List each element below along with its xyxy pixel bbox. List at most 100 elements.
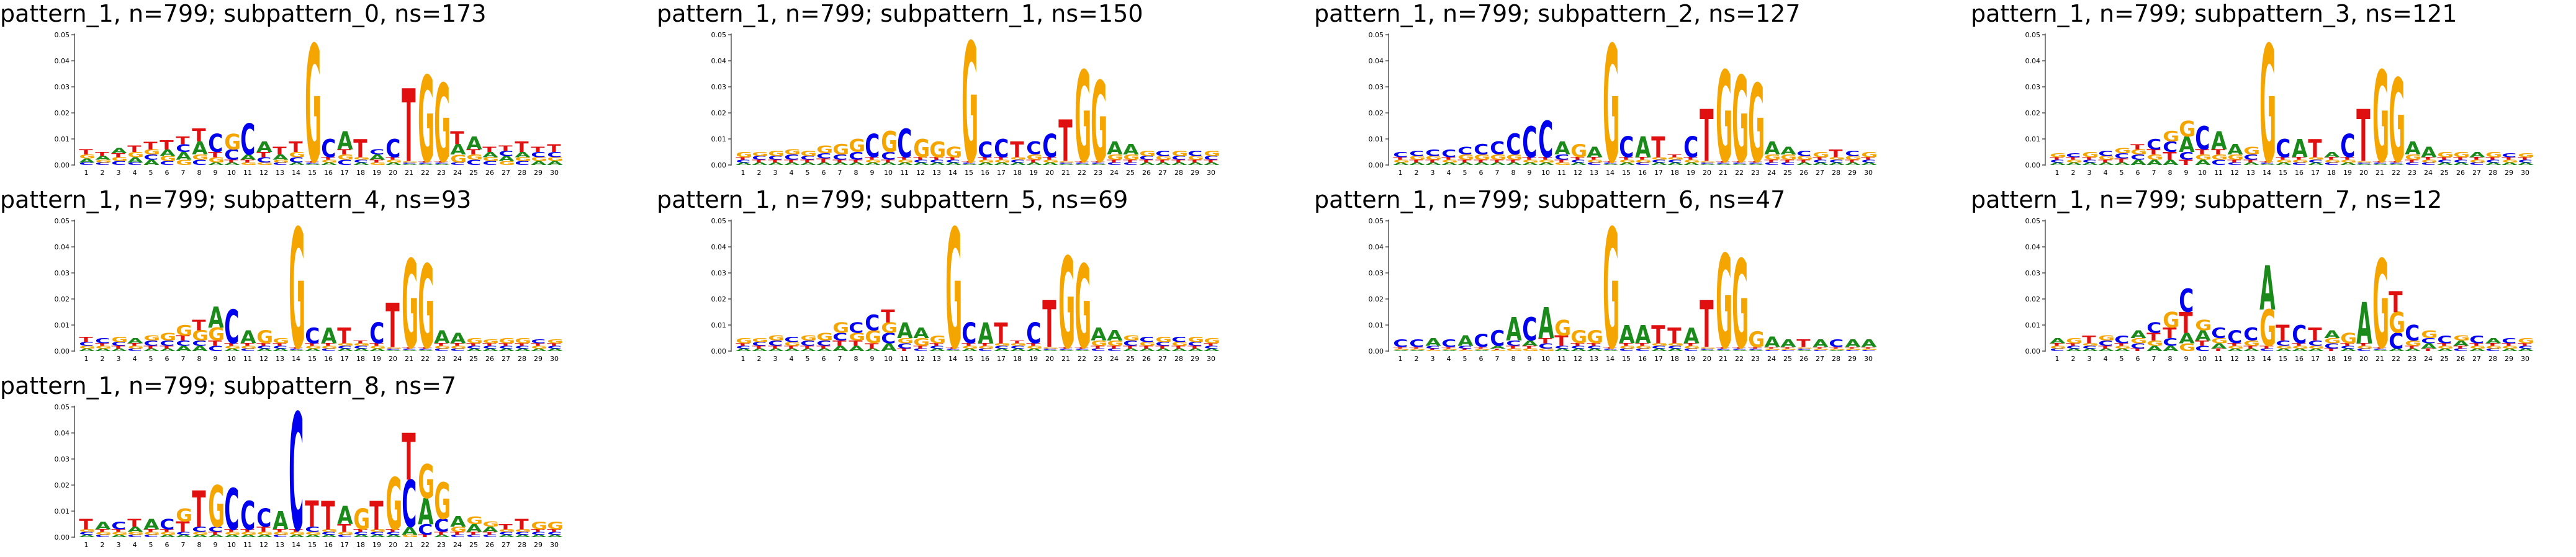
logo-letter-G: G <box>256 531 273 535</box>
logo-letter-T: T <box>1700 288 1713 363</box>
logo-letter-G: G <box>111 156 128 163</box>
x-tick-label: 18 <box>2327 169 2336 177</box>
logo-letter-A: A <box>111 534 127 538</box>
x-tick-label: 13 <box>276 541 284 549</box>
x-tick-label: 5 <box>2120 169 2124 177</box>
logo-letter-A: A <box>881 342 897 354</box>
logo-letter-T: T <box>127 144 142 154</box>
logo-letter-G: G <box>994 159 1011 163</box>
x-tick-label: 20 <box>1703 355 1711 363</box>
x-tick-label: 10 <box>227 169 236 177</box>
logo-letter-C: C <box>2259 162 2274 164</box>
x-tick-label: 2 <box>1415 169 1419 177</box>
logo-letter-T: T <box>2437 342 2451 347</box>
logo-letter-C: C <box>1171 336 1186 344</box>
logo-letter-A: A <box>1570 162 1587 166</box>
logo-letter-A: A <box>929 348 945 352</box>
logo-letter-T: T <box>2453 156 2467 161</box>
logo-letter-T: T <box>402 69 415 185</box>
logo-letter-C: C <box>1587 162 1601 166</box>
logo-letter-A: A <box>515 534 531 538</box>
logo-letter-A: A <box>2243 162 2259 166</box>
logo-letter-G: G <box>176 323 192 339</box>
logo-letter-T: T <box>1441 347 1456 349</box>
logo-letter-T: T <box>945 156 959 161</box>
logo-letter-C: C <box>1490 138 1505 159</box>
logo-letter-T: T <box>111 528 125 533</box>
logo-letter-T: T <box>143 345 157 349</box>
x-tick-label: 6 <box>822 355 826 363</box>
logo-letter-T: T <box>929 342 943 347</box>
logo-letter-C: C <box>192 339 207 348</box>
logo-letter-G: G <box>1506 348 1523 352</box>
logo-letter-G: G <box>1587 327 1603 348</box>
y-tick-label: 0.04 <box>2025 57 2041 65</box>
y-tick-label: 0.05 <box>2025 31 2041 39</box>
logo-letter-C: C <box>1010 159 1025 163</box>
y-tick-label: 0.01 <box>2025 321 2041 329</box>
logo-letter-A: A <box>736 162 752 166</box>
x-tick-label: 5 <box>806 355 810 363</box>
x-tick-label: 9 <box>214 169 218 177</box>
logo-letter-G: G <box>337 153 354 162</box>
logo-letter-C: C <box>240 115 255 164</box>
logo-letter-G: G <box>1425 349 1442 351</box>
y-tick-label: 0.01 <box>55 321 70 329</box>
logo-letter-A: A <box>768 162 784 166</box>
logo-letter-A: A <box>176 150 192 163</box>
logo-letter-A: A <box>994 162 1010 166</box>
y-tick-label: 0.00 <box>711 161 727 169</box>
x-tick-label: 14 <box>292 169 300 177</box>
logo-letter-G: G <box>79 154 96 160</box>
logo-letter-A: A <box>305 534 321 538</box>
logo-letter-G: G <box>2356 345 2373 349</box>
logo-letter-T: T <box>1425 348 1439 350</box>
logo-letter-T: T <box>272 342 286 347</box>
logo-letter-A: A <box>1619 162 1635 166</box>
logo-letter-C: C <box>515 160 529 166</box>
y-tick-label: 0.05 <box>55 31 70 39</box>
x-tick-label: 17 <box>997 355 1006 363</box>
logo-letter-A: A <box>289 162 305 166</box>
logo-letter-T: T <box>321 156 335 161</box>
logo-letter-G: G <box>2485 345 2502 349</box>
logo-letter-G: G <box>2082 151 2099 159</box>
x-tick-label: 30 <box>550 355 559 363</box>
logo-letter-T: T <box>2292 342 2305 347</box>
logo-letter-C: C <box>865 311 880 336</box>
logo-letter-A: A <box>1026 162 1042 166</box>
logo-letter-A: A <box>2518 348 2534 352</box>
logo-letter-A: A <box>1441 349 1457 351</box>
logo-letter-A: A <box>369 534 385 538</box>
logo-letter-G: G <box>2066 159 2083 163</box>
logo-letter-T: T <box>1845 347 1859 349</box>
logo-letter-A: A <box>1441 162 1457 166</box>
logo-letter-G: G <box>2502 345 2518 349</box>
logo-letter-C: C <box>1716 162 1731 164</box>
x-tick-label: 6 <box>822 169 826 177</box>
x-tick-label: 16 <box>981 355 989 363</box>
logo-letter-G: G <box>1393 159 1410 163</box>
logo-letter-A: A <box>784 162 800 166</box>
logo-letter-A: A <box>768 348 784 352</box>
logo-letter-T: T <box>531 145 545 154</box>
logo-letter-G: G <box>1107 339 1124 348</box>
x-tick-label: 16 <box>1638 169 1647 177</box>
logo-letter-C: C <box>369 531 384 535</box>
y-tick-label: 0.03 <box>2025 83 2041 91</box>
logo-letter-A: A <box>1091 324 1107 345</box>
logo-letter-T: T <box>1748 347 1762 349</box>
logo-letter-A: A <box>1780 145 1796 158</box>
x-tick-label: 28 <box>2488 355 2497 363</box>
logo-letter-A: A <box>2292 348 2308 352</box>
x-tick-label: 7 <box>1495 169 1500 177</box>
logo-letter-G: G <box>2114 146 2131 155</box>
logo-letter-A: A <box>498 348 515 352</box>
logo-letter-T: T <box>337 522 351 535</box>
logo-letter-G: G <box>1058 161 1075 163</box>
logo-letter-C: C <box>961 318 976 350</box>
logo-letter-G: G <box>865 327 881 348</box>
logo-letter-T: T <box>466 342 480 347</box>
x-tick-label: 26 <box>2456 169 2465 177</box>
